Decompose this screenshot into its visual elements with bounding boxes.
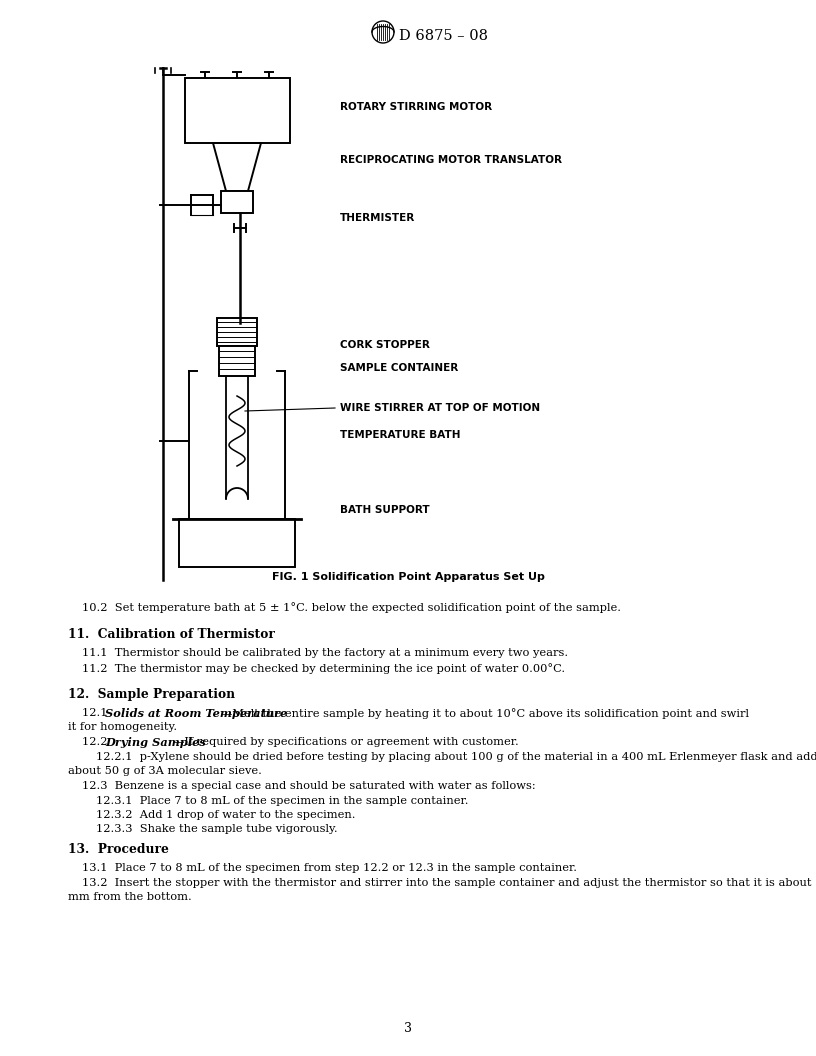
Text: SAMPLE CONTAINER: SAMPLE CONTAINER — [340, 363, 459, 373]
Text: 12.3  Benzene is a special case and should be saturated with water as follows:: 12.3 Benzene is a special case and shoul… — [82, 781, 535, 791]
Text: TEMPERATURE BATH: TEMPERATURE BATH — [340, 430, 460, 440]
Text: 12.  Sample Preparation: 12. Sample Preparation — [68, 689, 235, 701]
Text: 11.1  Thermistor should be calibrated by the factory at a minimum every two year: 11.1 Thermistor should be calibrated by … — [82, 648, 568, 658]
Text: 3: 3 — [404, 1022, 412, 1035]
Text: it for homogeneity.: it for homogeneity. — [68, 722, 177, 732]
Bar — [185, 78, 290, 143]
Text: ROTARY STIRRING MOTOR: ROTARY STIRRING MOTOR — [340, 102, 492, 112]
Text: FIG. 1 Solidification Point Apparatus Set Up: FIG. 1 Solidification Point Apparatus Se… — [272, 572, 544, 582]
Text: 12.3.2  Add 1 drop of water to the specimen.: 12.3.2 Add 1 drop of water to the specim… — [96, 810, 356, 821]
Bar — [217, 318, 257, 346]
Text: D 6875 – 08: D 6875 – 08 — [399, 29, 488, 43]
Text: mm from the bottom.: mm from the bottom. — [68, 892, 192, 902]
Text: 13.1  Place 7 to 8 mL of the specimen from step 12.2 or 12.3 in the sample conta: 13.1 Place 7 to 8 mL of the specimen fro… — [82, 863, 577, 873]
Text: 13.2  Insert the stopper with the thermistor and stirrer into the sample contain: 13.2 Insert the stopper with the thermis… — [82, 878, 816, 888]
Text: WIRE STIRRER AT TOP OF MOTION: WIRE STIRRER AT TOP OF MOTION — [340, 403, 540, 413]
Text: 12.2: 12.2 — [82, 737, 115, 747]
Text: 11.2  The thermistor may be checked by determining the ice point of water 0.00°C: 11.2 The thermistor may be checked by de… — [82, 663, 565, 674]
Text: Solids at Room Temperature: Solids at Room Temperature — [105, 708, 287, 719]
Text: —Melt the entire sample by heating it to about 10°C above its solidification poi: —Melt the entire sample by heating it to… — [221, 708, 749, 719]
Text: 13.  Procedure: 13. Procedure — [68, 843, 169, 856]
Text: 11.  Calibration of Thermistor: 11. Calibration of Thermistor — [68, 628, 275, 641]
Text: THERMISTER: THERMISTER — [340, 213, 415, 223]
Text: 12.3.3  Shake the sample tube vigorously.: 12.3.3 Shake the sample tube vigorously. — [96, 824, 338, 834]
Text: about 50 g of 3A molecular sieve.: about 50 g of 3A molecular sieve. — [68, 766, 262, 776]
Text: CORK STOPPER: CORK STOPPER — [340, 340, 430, 350]
Text: Drying Samples: Drying Samples — [105, 737, 206, 748]
Bar — [179, 518, 295, 567]
Text: RECIPROCATING MOTOR TRANSLATOR: RECIPROCATING MOTOR TRANSLATOR — [340, 155, 562, 165]
Bar — [221, 191, 253, 213]
Text: 12.2.1  p-Xylene should be dried before testing by placing about 100 g of the ma: 12.2.1 p-Xylene should be dried before t… — [96, 752, 816, 762]
Text: 10.2  Set temperature bath at 5 ± 1°C. below the expected solidification point o: 10.2 Set temperature bath at 5 ± 1°C. be… — [82, 602, 621, 612]
Text: 12.1: 12.1 — [82, 708, 115, 718]
Bar — [219, 346, 255, 376]
Text: 12.3.1  Place 7 to 8 mL of the specimen in the sample container.: 12.3.1 Place 7 to 8 mL of the specimen i… — [96, 796, 468, 806]
Text: —If required by specifications or agreement with customer.: —If required by specifications or agreem… — [173, 737, 519, 747]
Text: BATH SUPPORT: BATH SUPPORT — [340, 505, 430, 515]
